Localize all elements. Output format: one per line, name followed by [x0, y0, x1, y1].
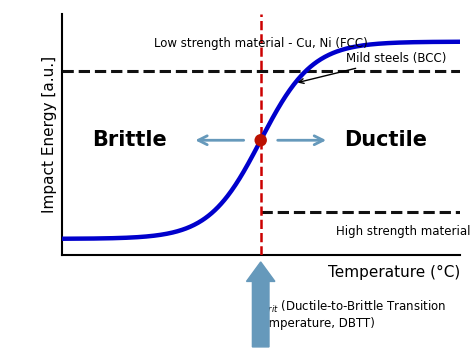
- Text: $T_{crit}$ (Ductile-to-Brittle Transition
Temperature, DBTT): $T_{crit}$ (Ductile-to-Brittle Transitio…: [256, 299, 446, 330]
- Text: Brittle: Brittle: [92, 130, 167, 150]
- Text: High strength material: High strength material: [336, 225, 470, 238]
- Y-axis label: Impact Energy [a.u.]: Impact Energy [a.u.]: [43, 56, 57, 213]
- Text: Ductile: Ductile: [344, 130, 428, 150]
- Text: Temperature (°C): Temperature (°C): [328, 264, 460, 280]
- Text: Low strength material - Cu, Ni (FCC): Low strength material - Cu, Ni (FCC): [154, 37, 367, 50]
- Point: [257, 137, 264, 143]
- Text: Mild steels (BCC): Mild steels (BCC): [299, 52, 447, 84]
